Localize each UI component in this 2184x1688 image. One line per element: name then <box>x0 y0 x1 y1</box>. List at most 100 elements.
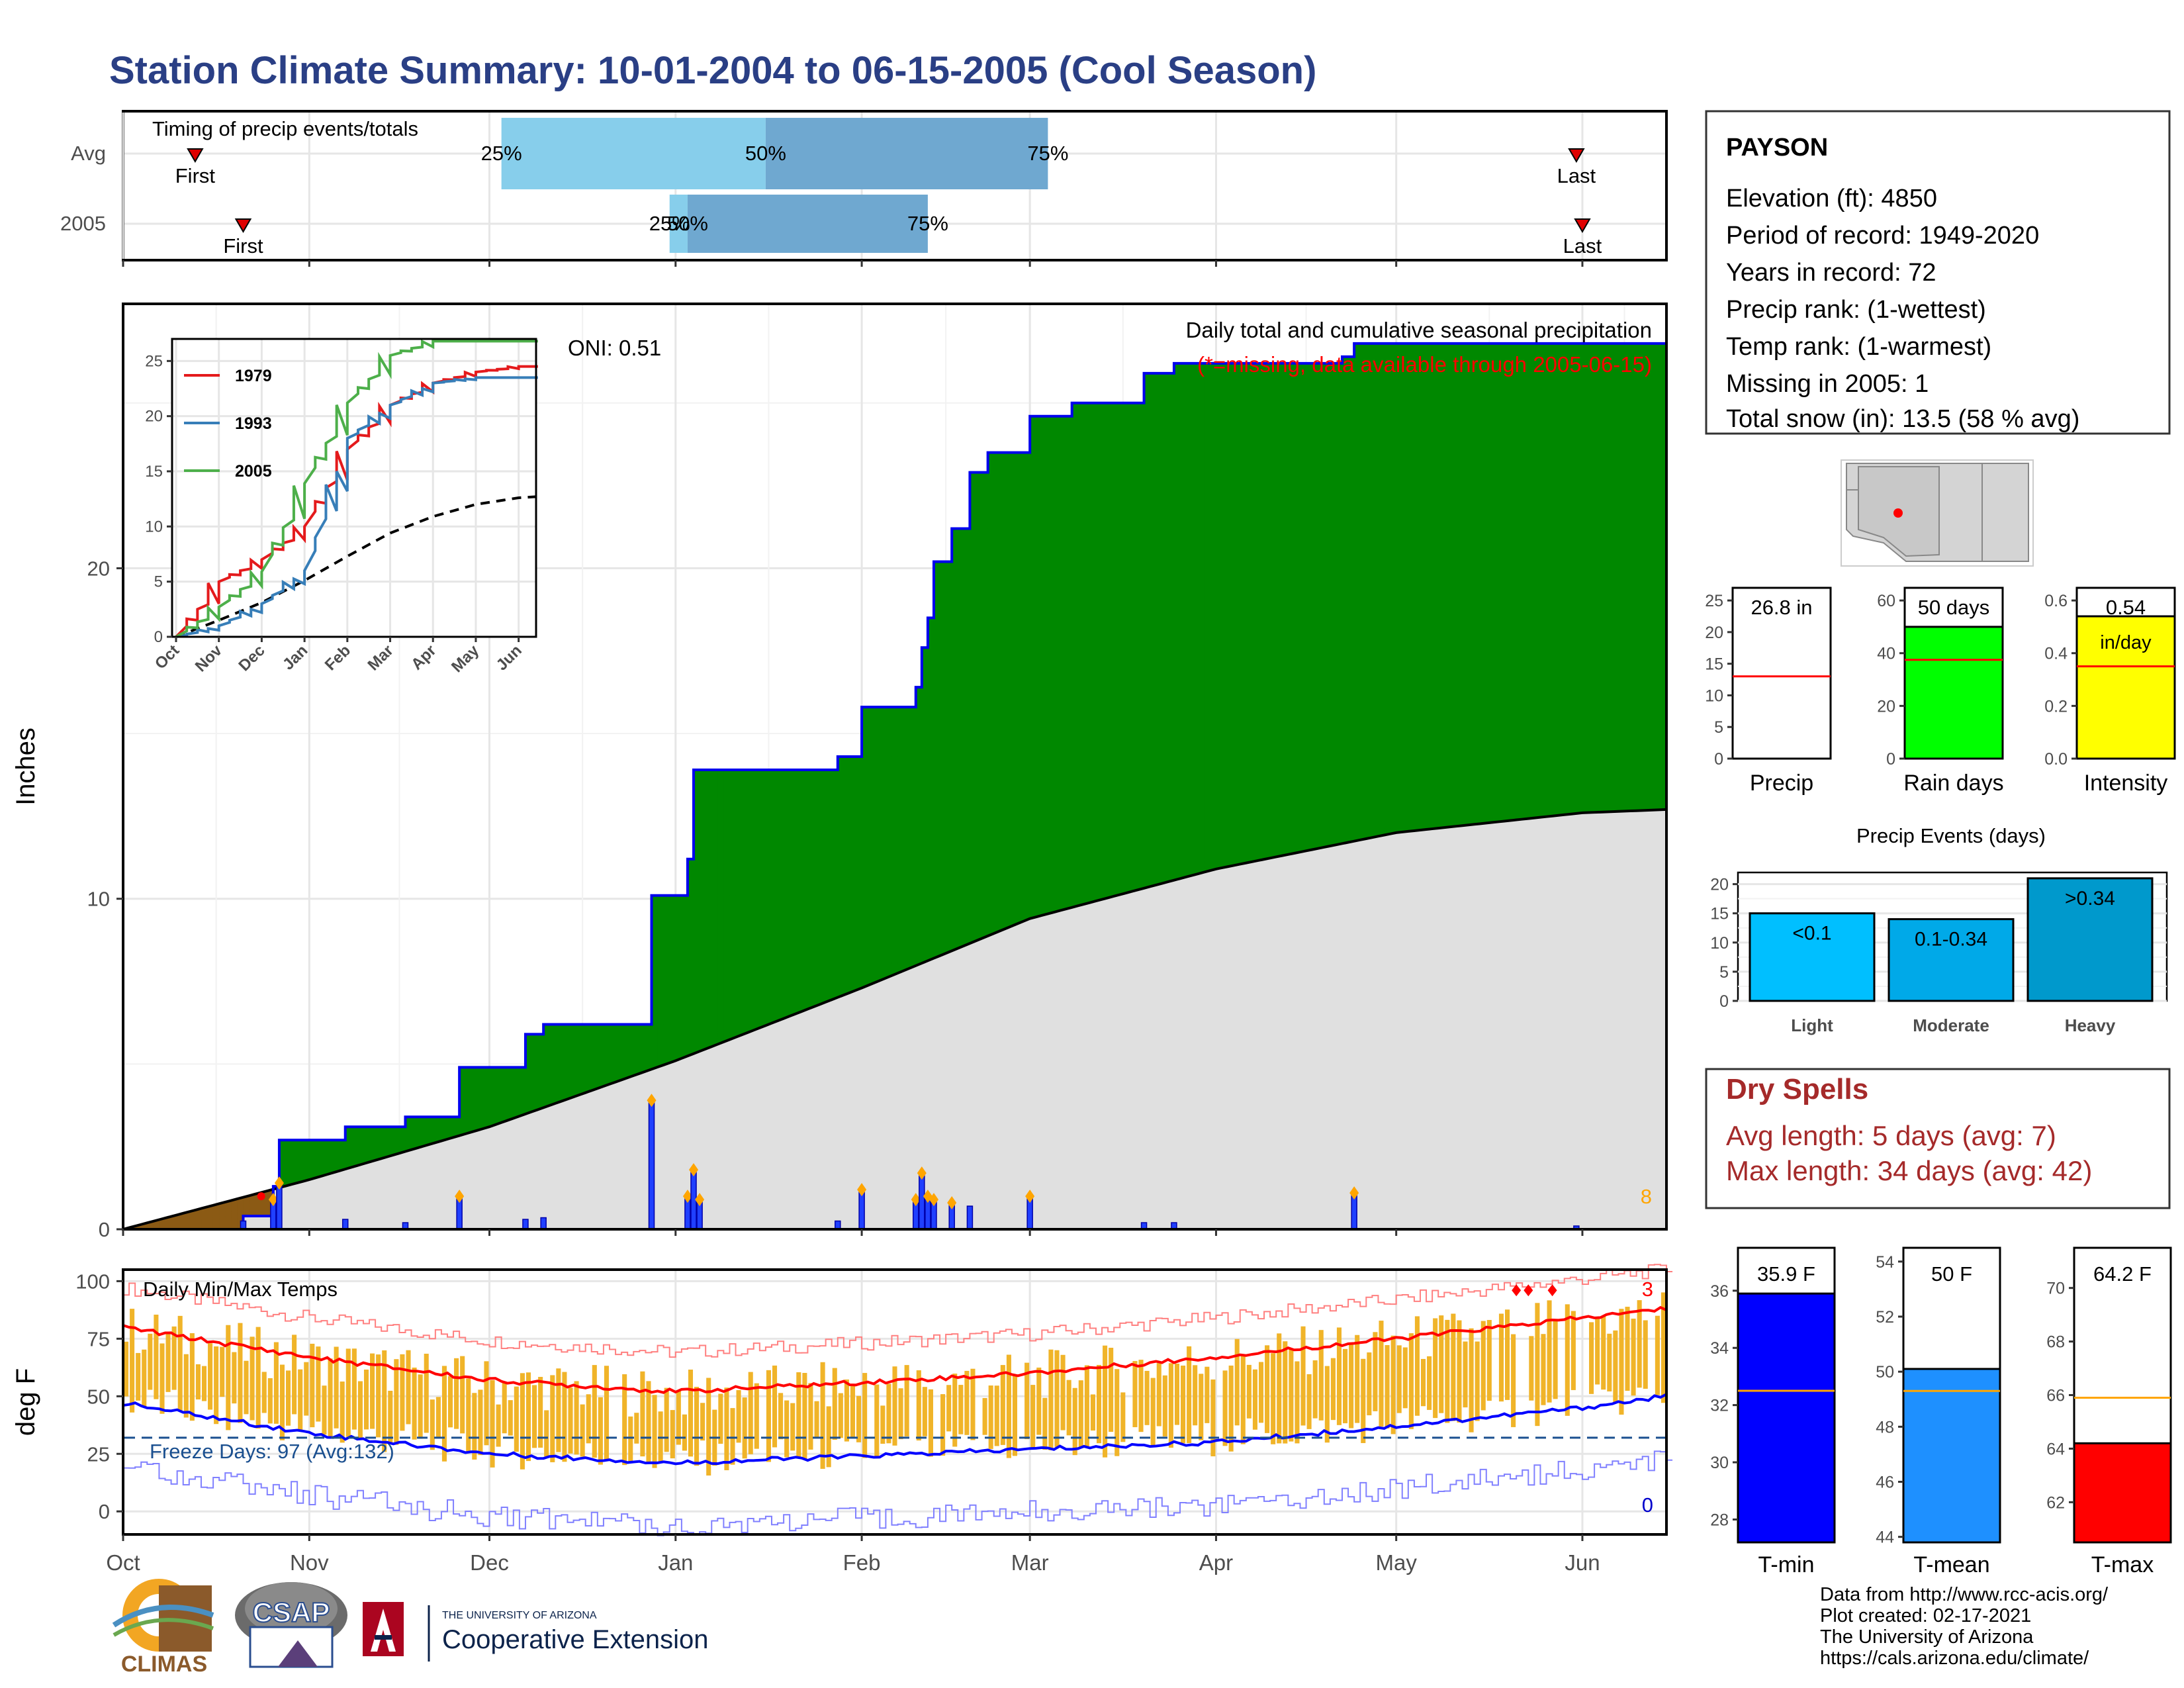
ua-small-text: THE UNIVERSITY OF ARIZONA <box>442 1610 597 1621</box>
daily-temp-bar <box>292 1335 297 1415</box>
events-y-tick-label: 5 <box>1719 963 1729 982</box>
event-bar-label: 0.1-0.34 <box>1915 929 1987 951</box>
station-line: Period of record: 1949-2020 <box>1726 222 2039 250</box>
daily-temp-bar <box>718 1393 723 1444</box>
timing-pct-label: 50% <box>667 212 708 235</box>
daily-temp-bar <box>298 1369 303 1432</box>
daily-temp-bar <box>832 1368 837 1440</box>
daily-temp-bar <box>1463 1341 1468 1408</box>
daily-temp-bar <box>1090 1394 1095 1431</box>
daily-temp-bar <box>340 1382 345 1443</box>
precip-frame <box>122 303 1668 1231</box>
timing-pct-label: 75% <box>1027 142 1068 165</box>
daily-temp-bar <box>928 1389 933 1457</box>
daily-temp-bar <box>988 1385 993 1449</box>
daily-temp-bar <box>1367 1352 1372 1416</box>
daily-temp-bar <box>898 1388 903 1440</box>
daily-temp-bar <box>1498 1313 1504 1402</box>
timing-marker-label: First <box>175 164 216 187</box>
daily-temp-bar <box>826 1406 831 1468</box>
daily-temp-bar <box>1373 1332 1378 1411</box>
credit-line: The University of Arizona <box>1820 1626 2034 1648</box>
daily-temp-bar <box>1637 1300 1642 1388</box>
timing-row-label-2005: 2005 <box>60 212 106 235</box>
temp-summary-y-tick-label: 34 <box>1710 1339 1729 1358</box>
daily-temp-bar <box>1012 1374 1018 1456</box>
daily-temp-bar <box>1300 1326 1306 1426</box>
temp-title: Daily Min/Max Temps <box>143 1278 338 1301</box>
events-plot: <0.1 Light 0.1-0.34 Moderate >0.34 Heavy 0 5 10 1… <box>1710 871 2168 1035</box>
daily-temp-bar <box>285 1370 291 1426</box>
daily-temp-bar <box>1414 1316 1420 1416</box>
timing-title: Timing of precip events/totals <box>152 117 418 140</box>
daily-temp-bar <box>556 1368 561 1452</box>
daily-temp-bar <box>183 1354 189 1418</box>
timing-bars: 25% 50% 75%25%50% 75% <box>481 118 1068 253</box>
daily-temp-bar <box>1570 1311 1576 1390</box>
inset-series-line <box>175 376 538 638</box>
average-cumulative-area <box>123 809 1666 1229</box>
daily-temp-bar <box>982 1397 987 1435</box>
daily-temp-bar <box>568 1387 573 1454</box>
daily-temp-bar <box>189 1333 195 1421</box>
daily-temp-bar <box>550 1375 555 1462</box>
inset-y-tick-label: 25 <box>145 352 163 370</box>
daily-temp-bar <box>532 1385 537 1448</box>
daily-precip-marker <box>274 1176 284 1190</box>
dry-title: Dry Spells <box>1726 1073 1868 1105</box>
daily-temp-bar <box>148 1333 153 1390</box>
oni-value: ONI: 0.51 <box>568 336 661 360</box>
csap-logo: CSAP <box>235 1582 347 1668</box>
station-line: Total snow (in): 13.5 (58 % avg) <box>1726 405 2079 433</box>
daily-temp-bar <box>784 1400 790 1458</box>
daily-temp-bar <box>1457 1320 1462 1423</box>
daily-temp-bar <box>1427 1356 1432 1410</box>
daily-temp-bar <box>1661 1292 1666 1403</box>
daily-temp-bar <box>994 1385 999 1446</box>
summary-y-tick-label: 0.0 <box>2044 750 2068 769</box>
temp-y-tick-label: 0 <box>99 1500 110 1523</box>
inset-y-tick-label: 5 <box>154 573 163 591</box>
daily-precip-bar <box>919 1172 925 1230</box>
average-cumulative-line <box>122 808 1667 1231</box>
dry-spells: Dry Spells Avg length: 5 days (avg: 7) M… <box>1705 1068 2171 1209</box>
daily-temp-bar <box>688 1370 694 1457</box>
daily-temp-bar <box>1205 1366 1210 1423</box>
daily-temp-bar <box>357 1381 363 1439</box>
daily-temp-bar <box>267 1378 273 1424</box>
summary-y-tick-label: 0.4 <box>2044 645 2068 663</box>
temp-y-tick-label: 75 <box>87 1327 110 1350</box>
dry-line-avg: Avg length: 5 days (avg: 7) <box>1726 1120 2056 1151</box>
daily-temp-bar <box>1000 1365 1005 1445</box>
daily-temp-bar <box>1156 1363 1161 1427</box>
temp-x-tick-label: Feb <box>843 1550 881 1575</box>
event-category-label: Light <box>1791 1015 1833 1035</box>
daily-precip-marker <box>1349 1186 1359 1200</box>
timing-panel: 25% 50% 75%25%50% 75% Timing of precip even… <box>60 110 1668 267</box>
daily-temp-bar <box>1541 1334 1546 1405</box>
daily-temp-bar <box>1222 1370 1228 1446</box>
daily-temp-bar <box>220 1346 225 1397</box>
daily-temp-bar <box>370 1353 375 1429</box>
daily-temp-bar <box>622 1374 627 1466</box>
page-title: Station Climate Summary: 10-01-2004 to 0… <box>109 49 1316 92</box>
daily-temp-bar <box>682 1414 687 1451</box>
temp-summary-y-tick-label: 70 <box>2046 1280 2065 1298</box>
daily-temp-bar <box>946 1385 952 1432</box>
precip-y-tick-label: 10 <box>87 888 110 911</box>
daily-temp-bar <box>165 1333 171 1392</box>
daily-temp-bar <box>838 1393 843 1438</box>
daily-temp-bar <box>334 1346 339 1429</box>
record-high-marker <box>1547 1284 1557 1297</box>
daily-temp-bar <box>1078 1380 1083 1448</box>
daily-precip-marker <box>911 1193 921 1207</box>
daily-temp-bar <box>1258 1362 1264 1423</box>
temperature-bar-charts: 35.9 F 28 30 32 34 36 T-min 50 F 44 46 48 50 52 54 T-m… <box>1710 1246 2172 1577</box>
daily-temp-bar <box>363 1369 369 1430</box>
locator-map <box>1841 459 2034 567</box>
daily-temp-bar <box>1228 1365 1234 1452</box>
daily-temp-bar <box>1445 1319 1450 1423</box>
temp-x-tick-label: Jun <box>1565 1550 1600 1575</box>
record-low-count: 0 <box>1642 1493 1653 1517</box>
temp-bar-value: 35.9 F <box>1757 1262 1815 1286</box>
